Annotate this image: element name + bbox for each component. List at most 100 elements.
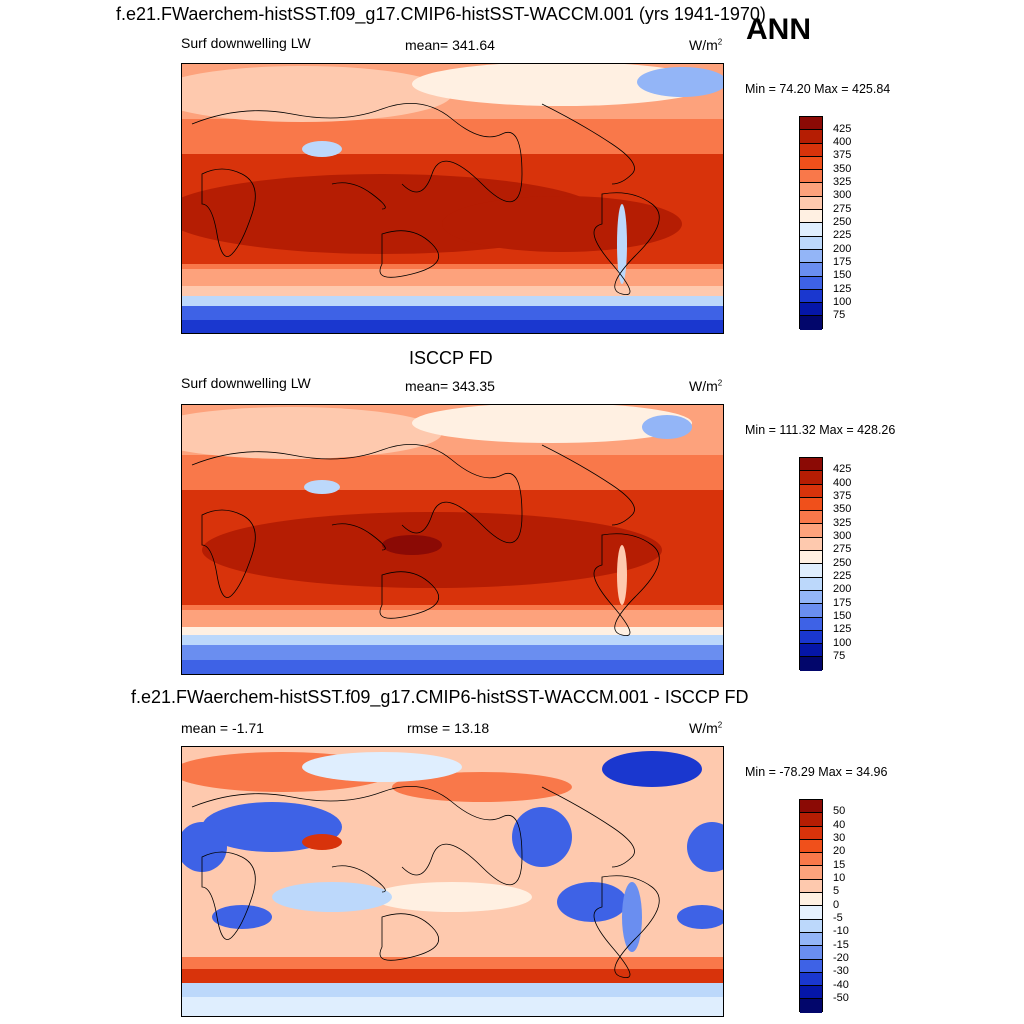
colorbar-tick-label: 275: [833, 203, 852, 215]
colorbar-tick-label: 350: [833, 163, 852, 175]
colorbar-tick-label: 10: [833, 872, 846, 884]
colorbar-tick-label: 50: [833, 805, 846, 817]
colorbar-tick-label: 225: [833, 570, 852, 582]
colorbar-tick-label: 275: [833, 543, 852, 555]
colorbar-tick-label: 75: [833, 650, 846, 662]
colorbar-tick-label: 250: [833, 557, 852, 569]
map-obs-surf-lw: [181, 404, 724, 675]
panel-units-label: W/m2: [689, 720, 723, 736]
colorbar-tick-label: 125: [833, 623, 852, 635]
colorbar-swatch: [800, 263, 822, 277]
colorbar-tick-label: -5: [833, 912, 843, 924]
panel-units-label: W/m2: [689, 378, 723, 394]
colorbar-swatch: [800, 276, 822, 290]
colorbar-tick-label: 300: [833, 189, 852, 201]
colorbar-tick-label: 100: [833, 637, 852, 649]
colorbar-swatch: [800, 604, 822, 618]
colorbar-tick-label: 75: [833, 309, 846, 321]
colorbar-swatch: [800, 196, 822, 211]
colorbar-swatch: [800, 839, 822, 854]
colorbar-tick-label: 325: [833, 517, 852, 529]
colorbar-swatch: [800, 458, 822, 472]
colorbar-swatch: [800, 959, 822, 973]
colorbar-tick-label: 5: [833, 885, 840, 897]
colorbar-swatch: [800, 932, 822, 947]
map-diff-surf-lw: [181, 746, 724, 1017]
colorbar-swatch: [800, 484, 822, 498]
colorbar-tick-label: 0: [833, 899, 840, 911]
colorbar-swatch: [800, 170, 822, 184]
colorbar-swatch: [800, 813, 822, 827]
colorbar-diff: [799, 799, 823, 1013]
colorbar-tick-label: 175: [833, 256, 852, 268]
colorbar-swatch: [800, 303, 822, 317]
colorbar-tick-label: -40: [833, 979, 849, 991]
panel-minmax-label: Min = 111.32 Max = 428.26: [745, 423, 896, 437]
colorbar-tick-label: 40: [833, 819, 846, 831]
colorbar-swatch: [800, 826, 822, 840]
colorbar-model: [799, 116, 823, 330]
colorbar-tick-label: 125: [833, 283, 852, 295]
map-model-surf-lw: [181, 63, 724, 334]
colorbar-swatch: [800, 156, 822, 171]
colorbar-tick-label: 350: [833, 503, 852, 515]
panel-mean-label: mean= 343.35: [405, 378, 495, 394]
panel-title: f.e21.FWaerchem-histSST.f09_g17.CMIP6-hi…: [131, 687, 749, 707]
panel-mean-label: mean= 341.64: [405, 37, 495, 53]
figure-title: f.e21.FWaerchem-histSST.f09_g17.CMIP6-hi…: [116, 4, 766, 24]
season-label: ANN: [746, 13, 811, 46]
panel-minmax-label: Min = -78.29 Max = 34.96: [745, 765, 888, 779]
colorbar-obs: [799, 457, 823, 671]
colorbar-swatch: [800, 919, 822, 933]
colorbar-swatch: [800, 590, 822, 605]
panel-rmse-label: rmse = 13.18: [407, 720, 490, 736]
colorbar-tick-label: 375: [833, 490, 852, 502]
colorbar-swatch: [800, 223, 822, 237]
colorbar-tick-label: 200: [833, 583, 852, 595]
colorbar-swatch: [800, 210, 822, 224]
colorbar-tick-label: 150: [833, 269, 852, 281]
colorbar-tick-label: -10: [833, 925, 849, 937]
colorbar-swatch: [800, 249, 822, 264]
colorbar-tick-label: -20: [833, 952, 849, 964]
colorbar-swatch: [800, 999, 822, 1013]
colorbar-tick-label: 150: [833, 610, 852, 622]
colorbar-swatch: [800, 617, 822, 631]
colorbar-swatch: [800, 879, 822, 894]
colorbar-swatch: [800, 657, 822, 671]
colorbar-tick-label: 300: [833, 530, 852, 542]
colorbar-swatch: [800, 289, 822, 304]
colorbar-tick-label: 425: [833, 463, 852, 475]
colorbar-tick-label: 200: [833, 243, 852, 255]
panel-variable-label: Surf downwelling LW: [181, 35, 311, 51]
colorbar-tick-label: 425: [833, 123, 852, 135]
colorbar-tick-label: 250: [833, 216, 852, 228]
panel-title: ISCCP FD: [409, 348, 493, 368]
colorbar-tick-label: 325: [833, 176, 852, 188]
colorbar-swatch: [800, 906, 822, 920]
colorbar-swatch: [800, 551, 822, 565]
colorbar-tick-label: 30: [833, 832, 846, 844]
colorbar-tick-label: 225: [833, 229, 852, 241]
colorbar-tick-label: 375: [833, 149, 852, 161]
colorbar-swatch: [800, 537, 822, 552]
colorbar-swatch: [800, 853, 822, 867]
colorbar-swatch: [800, 511, 822, 525]
colorbar-swatch: [800, 986, 822, 1000]
colorbar-swatch: [800, 497, 822, 512]
colorbar-tick-label: 175: [833, 597, 852, 609]
colorbar-swatch: [800, 183, 822, 197]
colorbar-tick-label: -15: [833, 939, 849, 951]
colorbar-tick-label: 400: [833, 136, 852, 148]
colorbar-tick-label: 100: [833, 296, 852, 308]
panel-minmax-label: Min = 74.20 Max = 425.84: [745, 82, 891, 96]
colorbar-swatch: [800, 471, 822, 485]
panel-units-label: W/m2: [689, 37, 723, 53]
colorbar-swatch: [800, 130, 822, 144]
colorbar-swatch: [800, 946, 822, 960]
colorbar-tick-label: 15: [833, 859, 846, 871]
colorbar-swatch: [800, 524, 822, 538]
colorbar-tick-label: 20: [833, 845, 846, 857]
colorbar-swatch: [800, 644, 822, 658]
panel-variable-label: Surf downwelling LW: [181, 375, 311, 391]
